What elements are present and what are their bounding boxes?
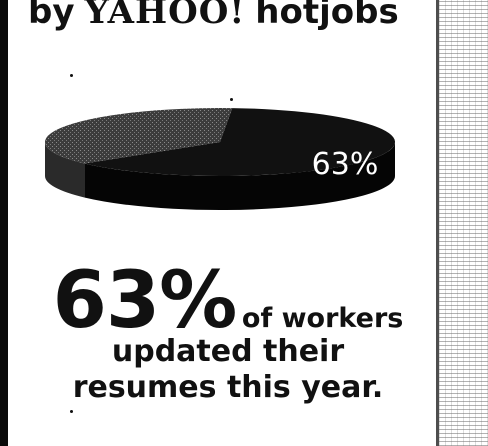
column-rule [436, 0, 439, 446]
pie-slice [44, 108, 233, 164]
pie-slice-label: 63% [312, 147, 379, 182]
pie-slice [84, 108, 396, 176]
pie-chart: 63% [44, 108, 396, 210]
headline-line-1: 63% of workers [20, 262, 436, 340]
source-by: by [28, 0, 75, 32]
print-speck [70, 410, 73, 413]
pie-slices [44, 108, 396, 176]
pie-depth [45, 142, 396, 210]
yahoo-logo: YAHOO! [84, 0, 246, 32]
headline-line-3: resumes this year. [72, 370, 384, 405]
adjacent-newsprint-edge [439, 0, 488, 446]
source-credit: by YAHOO! hotjobs [28, 0, 438, 36]
print-speck [230, 98, 233, 101]
hotjobs-logo: hotjobs [255, 0, 399, 32]
headline-line-2: updated their [111, 334, 345, 369]
scan-left-border [0, 0, 8, 446]
pie-slice-side [84, 142, 396, 210]
headline-of-workers: of workers [241, 303, 404, 334]
pie-slice-side [45, 142, 85, 198]
print-speck [70, 74, 73, 77]
headline-percent: 63% [52, 256, 238, 346]
